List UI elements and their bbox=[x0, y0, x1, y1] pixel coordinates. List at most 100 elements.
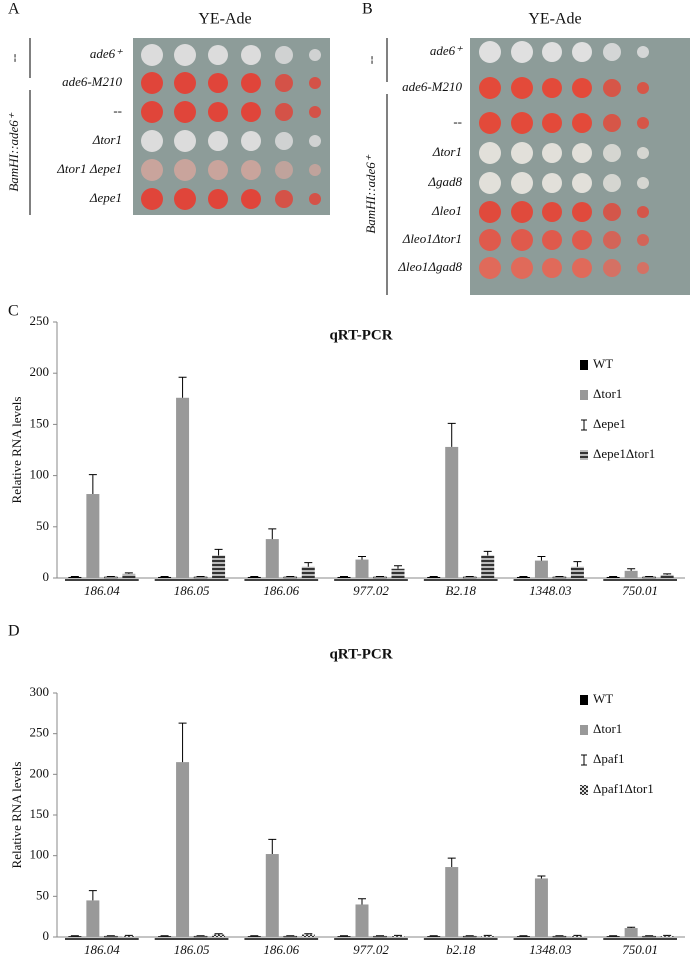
legend-label: Δpaf1Δtor1 bbox=[593, 781, 654, 796]
spot bbox=[309, 49, 321, 61]
x-tick-label: 186.05 bbox=[174, 583, 210, 598]
spot bbox=[208, 45, 228, 65]
bar bbox=[516, 576, 530, 578]
spot bbox=[141, 130, 163, 152]
spot bbox=[542, 78, 562, 98]
strain-label: Δtor1 bbox=[432, 144, 462, 159]
bar bbox=[606, 936, 620, 937]
spot bbox=[603, 43, 621, 61]
x-tick-label: 750.01 bbox=[622, 583, 658, 598]
bar bbox=[534, 560, 548, 578]
spot bbox=[572, 78, 592, 98]
strain-label: Δleo1Δgad8 bbox=[397, 259, 462, 274]
legend-swatch bbox=[581, 754, 587, 766]
bar bbox=[265, 539, 279, 578]
legend-swatch bbox=[580, 695, 588, 705]
error-bar bbox=[178, 722, 187, 763]
spot bbox=[309, 164, 321, 176]
error-bar bbox=[268, 528, 277, 540]
side-label: -- bbox=[6, 54, 21, 63]
spot bbox=[309, 135, 321, 147]
side-label: BamHI::ade6⁺ bbox=[6, 112, 21, 191]
bar bbox=[212, 555, 226, 578]
bar bbox=[283, 935, 298, 938]
x-tick-label: 186.04 bbox=[84, 583, 120, 598]
x-tick-label: 186.05 bbox=[174, 942, 210, 957]
spot bbox=[141, 44, 163, 66]
bar bbox=[301, 934, 315, 937]
error-bar bbox=[465, 575, 474, 577]
bar bbox=[122, 573, 136, 578]
legend-label: Δpaf1 bbox=[593, 751, 624, 766]
panel-label: C bbox=[8, 303, 19, 320]
error-bar bbox=[537, 875, 546, 879]
x-tick-label: 186.06 bbox=[263, 583, 299, 598]
spot bbox=[511, 229, 533, 251]
legend-swatch bbox=[580, 725, 588, 735]
spot bbox=[511, 172, 533, 194]
error-bar bbox=[376, 575, 384, 577]
bar bbox=[570, 566, 584, 578]
spot bbox=[637, 46, 649, 58]
error-bar bbox=[537, 555, 546, 561]
spot bbox=[542, 230, 562, 250]
bar bbox=[462, 576, 477, 579]
spot bbox=[174, 130, 196, 152]
bar bbox=[86, 494, 100, 578]
bar bbox=[193, 935, 208, 938]
spot bbox=[542, 113, 562, 133]
y-tick-label: 0 bbox=[43, 928, 50, 943]
error-bar bbox=[519, 575, 528, 577]
spot bbox=[572, 258, 592, 278]
spot bbox=[637, 262, 649, 274]
bar bbox=[660, 936, 674, 937]
error-bar bbox=[573, 561, 582, 567]
spot bbox=[241, 160, 261, 180]
error-bar bbox=[358, 898, 366, 905]
error-bar bbox=[555, 575, 564, 577]
strain-label: Δgad8 bbox=[427, 174, 462, 189]
bar bbox=[445, 446, 459, 578]
bar bbox=[158, 576, 172, 578]
spot bbox=[572, 173, 592, 193]
y-axis-label: Relative RNA levels bbox=[9, 397, 24, 504]
error-bar bbox=[124, 572, 133, 574]
bar bbox=[606, 576, 620, 578]
spot bbox=[241, 73, 261, 93]
bar bbox=[427, 576, 441, 578]
strain-label: Δtor1 bbox=[92, 132, 122, 147]
legend-swatch bbox=[581, 419, 587, 431]
y-tick-label: 100 bbox=[30, 467, 50, 482]
spot bbox=[572, 202, 592, 222]
bar bbox=[624, 928, 638, 937]
bar bbox=[265, 854, 279, 937]
error-bar bbox=[214, 548, 223, 556]
bar bbox=[445, 867, 459, 937]
strain-label: -- bbox=[113, 103, 122, 118]
spot bbox=[275, 46, 293, 64]
legend-label: WT bbox=[593, 691, 613, 706]
bar bbox=[462, 935, 477, 938]
error-bar bbox=[483, 550, 492, 556]
y-tick-label: 100 bbox=[30, 847, 50, 862]
spot bbox=[511, 77, 533, 99]
spot bbox=[241, 189, 261, 209]
spot bbox=[572, 42, 592, 62]
spot bbox=[637, 147, 649, 159]
x-tick-label: 1348.03 bbox=[529, 942, 572, 957]
spot bbox=[275, 161, 293, 179]
error-bar bbox=[483, 934, 492, 937]
error-bar bbox=[106, 575, 115, 577]
plate bbox=[133, 38, 330, 215]
error-bar bbox=[394, 934, 402, 937]
spot bbox=[141, 101, 163, 123]
plate-title: YE-Ade bbox=[528, 11, 581, 28]
legend-label: Δtor1 bbox=[593, 721, 622, 736]
error-bar bbox=[447, 422, 456, 447]
spot bbox=[208, 131, 228, 151]
strain-label: Δleo1Δtor1 bbox=[402, 231, 462, 246]
bar bbox=[552, 576, 567, 579]
error-bar bbox=[124, 934, 133, 937]
bar bbox=[534, 878, 548, 937]
spot bbox=[572, 113, 592, 133]
